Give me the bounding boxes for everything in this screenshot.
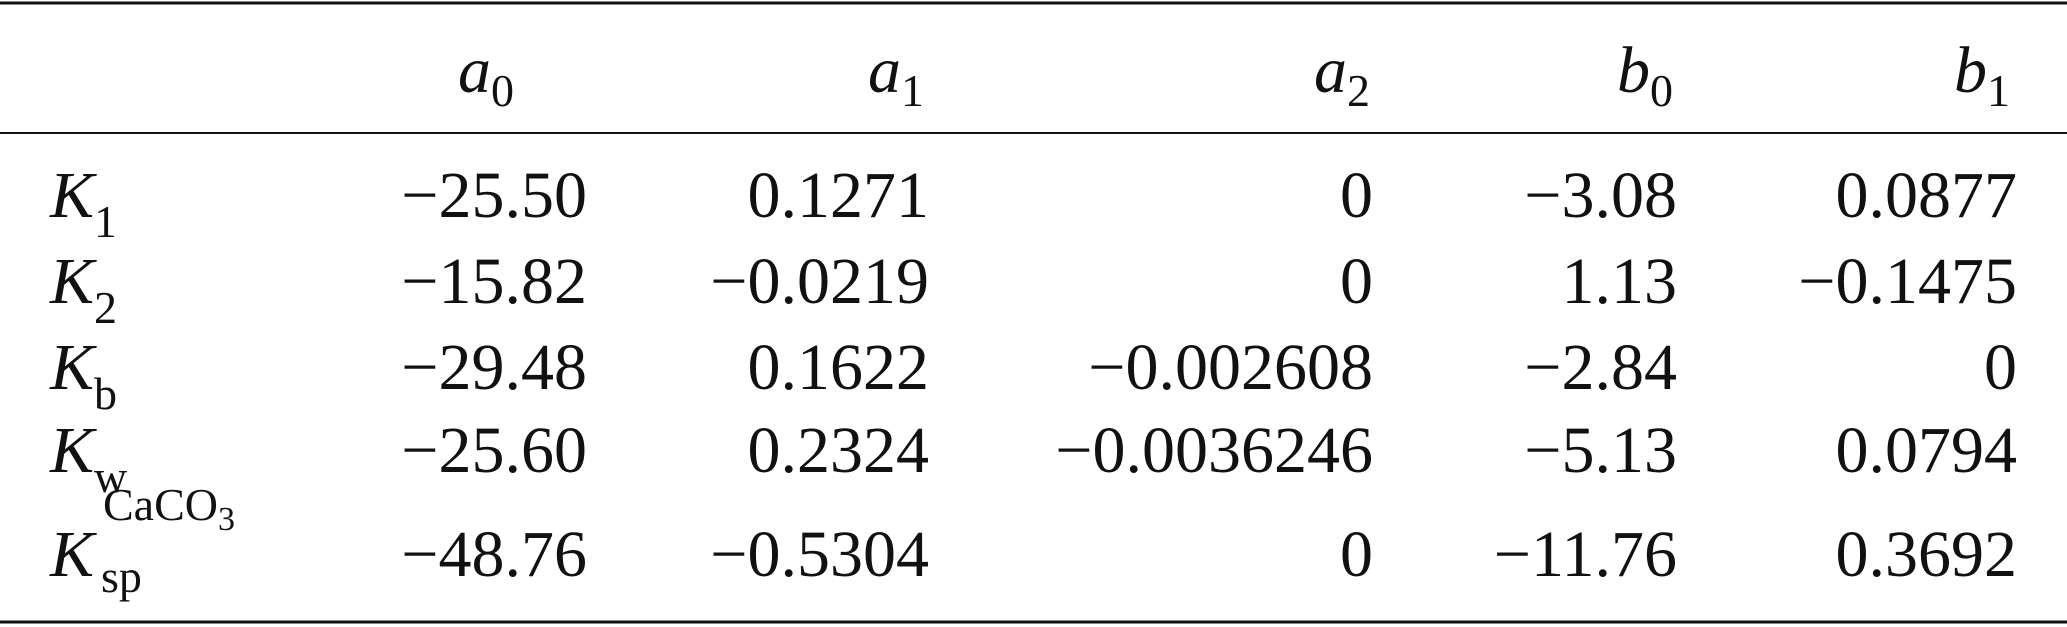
row-label-subscript: 1 — [94, 196, 117, 247]
table-cell: −0.002608 — [1088, 331, 1373, 404]
row-label-subscript: w — [94, 451, 128, 502]
table-cell: −0.1475 — [1798, 245, 2017, 318]
table-cell: 0.0794 — [1836, 414, 2018, 487]
column-header: b1 — [1954, 34, 2010, 116]
table-cell: −11.76 — [1494, 518, 1677, 591]
column-header: b0 — [1617, 34, 1673, 116]
row-label: Kb — [49, 331, 117, 419]
table-cell: 1.13 — [1562, 245, 1678, 318]
header-symbol: a — [868, 34, 901, 107]
table-cell: −25.60 — [401, 414, 587, 487]
table-cell: 0.0877 — [1836, 159, 2018, 232]
header-subscript: 1 — [1987, 65, 2010, 116]
table-cell: 0 — [1340, 159, 1373, 232]
table-cell: 0.1622 — [748, 331, 930, 404]
table-cell: 0.3692 — [1836, 518, 2018, 591]
table-cell: −0.0219 — [710, 245, 929, 318]
table-cell: 0 — [1340, 518, 1373, 591]
table-cell: 0 — [1984, 331, 2017, 404]
row-label-symbol: K — [49, 331, 97, 404]
column-header: a2 — [1314, 34, 1370, 116]
header-symbol: b — [1617, 34, 1650, 107]
header-symbol: a — [1314, 34, 1347, 107]
table-cell: −48.76 — [401, 518, 587, 591]
row-label-symbol: K — [49, 245, 97, 318]
table-cell: 0.2324 — [748, 414, 930, 487]
row-label: Kw — [49, 414, 128, 502]
row-label-symbol: K — [49, 414, 97, 487]
table-cell: −25.50 — [401, 159, 587, 232]
header-subscript: 2 — [1347, 65, 1370, 116]
table-cell: 0 — [1340, 245, 1373, 318]
table-cell: −29.48 — [401, 331, 587, 404]
header-subscript: 0 — [491, 65, 514, 116]
row-label-symbol: K — [49, 518, 97, 591]
header-symbol: b — [1954, 34, 1987, 107]
row-label-superscript: CaCO3 — [103, 479, 235, 538]
table-cell: −5.13 — [1524, 414, 1677, 487]
column-header: a0 — [458, 34, 514, 116]
header-subscript: 0 — [1650, 65, 1673, 116]
table-cell: −0.5304 — [710, 518, 929, 591]
row-label-symbol: K — [49, 159, 97, 232]
row-label-subscript: 2 — [94, 282, 117, 333]
table-cell: −0.0036246 — [1055, 414, 1373, 487]
row-label: K1 — [49, 159, 117, 247]
row-label-subscript: sp — [101, 551, 142, 602]
superscript-subscript: 3 — [218, 501, 235, 538]
header-subscript: 1 — [901, 65, 924, 116]
table-cell: −15.82 — [401, 245, 587, 318]
row-label-subscript: b — [94, 368, 117, 419]
table-cell: −3.08 — [1524, 159, 1677, 232]
table-cell: 0.1271 — [748, 159, 930, 232]
header-symbol: a — [458, 34, 491, 107]
table-cell: −2.84 — [1524, 331, 1677, 404]
row-label: K2 — [49, 245, 117, 333]
column-header: a1 — [868, 34, 924, 116]
superscript-text: CaCO — [103, 479, 218, 530]
